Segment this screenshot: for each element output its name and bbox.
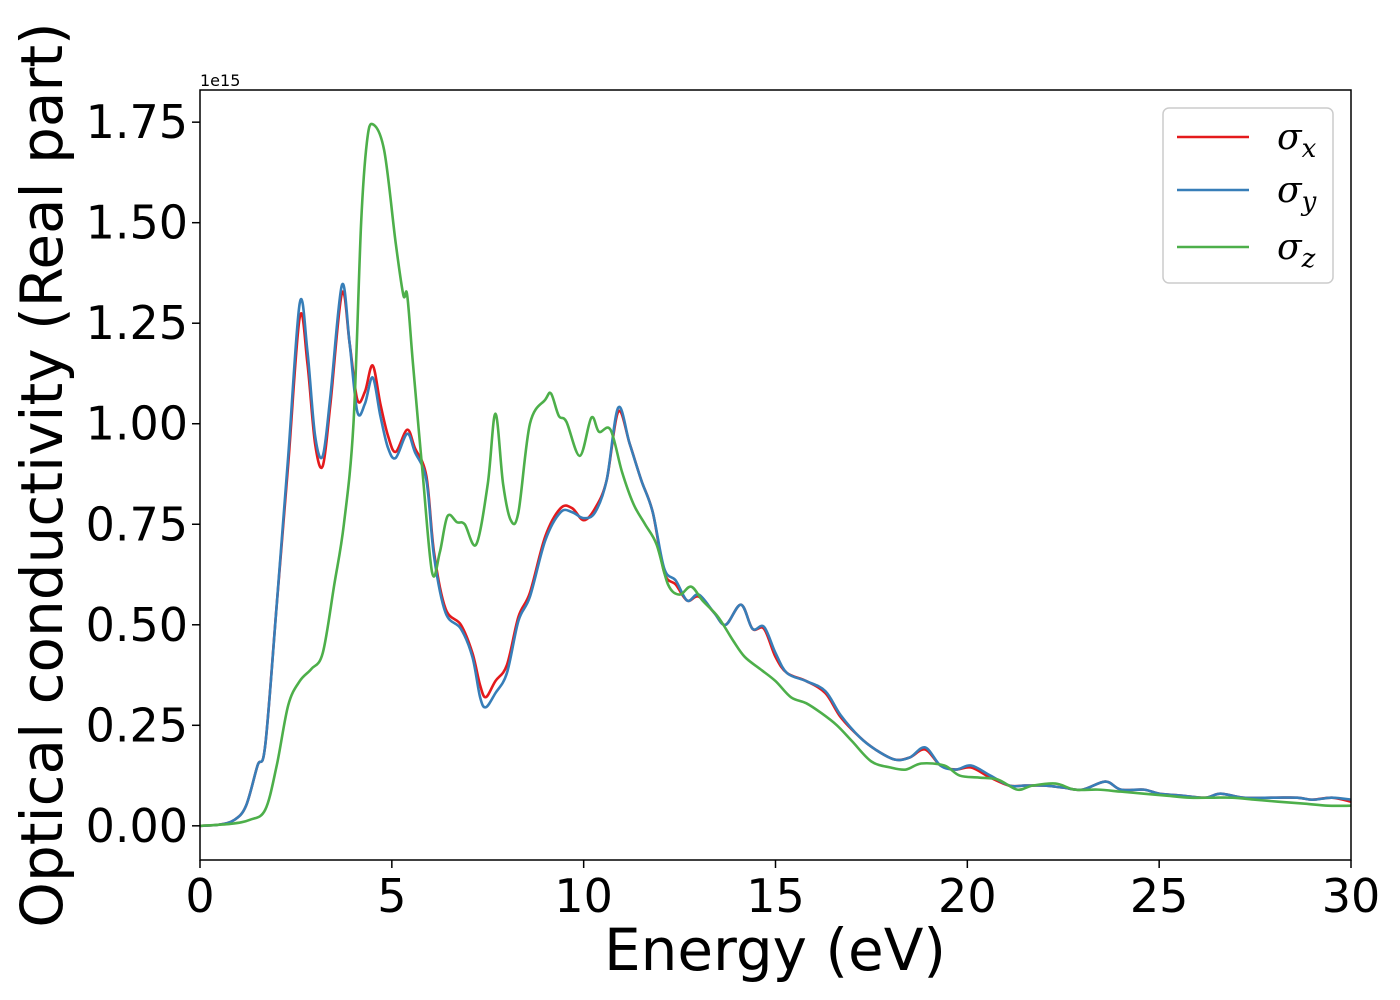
series-line-sigma-z	[200, 122, 1351, 828]
y-tick-label: 0.00	[86, 799, 188, 853]
y-offset-label: 1e15	[200, 71, 240, 90]
x-tick-label: 15	[746, 869, 805, 923]
y-tick-label: 1.00	[86, 397, 188, 451]
x-tick-label: 30	[1322, 869, 1381, 923]
x-axis-label: Energy (eV)	[604, 916, 946, 984]
y-axis: 0.00 0.25 0.50 0.75 1.00 1.25 1.50 1.75	[86, 95, 200, 853]
series-line-sigma-y	[200, 282, 1351, 828]
y-tick-label: 0.75	[86, 497, 188, 551]
y-tick-label: 0.25	[86, 698, 188, 752]
x-tick-label: 25	[1130, 869, 1189, 923]
series-layer	[200, 122, 1351, 828]
legend-box	[1162, 107, 1334, 284]
y-tick-label: 1.75	[86, 95, 188, 149]
x-tick-label: 5	[377, 869, 406, 923]
x-tick-label: 10	[554, 869, 613, 923]
x-tick-label: 0	[185, 869, 214, 923]
y-tick-label: 0.50	[86, 598, 188, 652]
y-tick-label: 1.25	[86, 296, 188, 350]
x-tick-label: 20	[938, 869, 997, 923]
x-axis: 0 5 10 15 20 25 30	[185, 860, 1380, 923]
y-tick-label: 1.50	[86, 196, 188, 250]
series-line-sigma-x	[200, 290, 1351, 828]
y-axis-label: Optical conductivity (Real part)	[8, 22, 76, 927]
